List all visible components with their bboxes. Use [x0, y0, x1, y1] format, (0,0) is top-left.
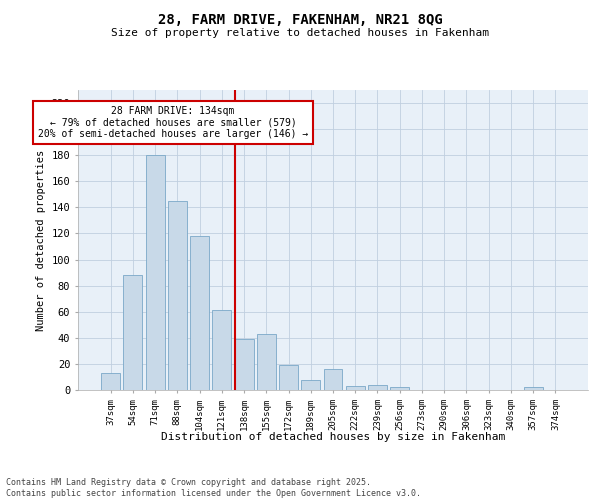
Bar: [168, 201, 187, 390]
Bar: [390, 388, 409, 390]
Text: Size of property relative to detached houses in Fakenham: Size of property relative to detached ho…: [111, 28, 489, 38]
Text: 28, FARM DRIVE, FAKENHAM, NR21 8QG: 28, FARM DRIVE, FAKENHAM, NR21 8QG: [158, 12, 442, 26]
Y-axis label: Number of detached properties: Number of detached properties: [36, 150, 46, 330]
Text: 28 FARM DRIVE: 134sqm
← 79% of detached houses are smaller (579)
20% of semi-det: 28 FARM DRIVE: 134sqm ← 79% of detached …: [38, 106, 308, 139]
Bar: [146, 155, 164, 390]
Bar: [301, 380, 320, 390]
Bar: [124, 275, 142, 390]
Bar: [190, 236, 209, 390]
Bar: [212, 310, 231, 390]
Bar: [323, 369, 343, 390]
Bar: [279, 365, 298, 390]
Text: Contains HM Land Registry data © Crown copyright and database right 2025.
Contai: Contains HM Land Registry data © Crown c…: [6, 478, 421, 498]
Text: Distribution of detached houses by size in Fakenham: Distribution of detached houses by size …: [161, 432, 505, 442]
Bar: [346, 386, 365, 390]
Bar: [235, 339, 254, 390]
Bar: [257, 334, 276, 390]
Bar: [101, 373, 120, 390]
Bar: [368, 385, 387, 390]
Bar: [524, 388, 542, 390]
